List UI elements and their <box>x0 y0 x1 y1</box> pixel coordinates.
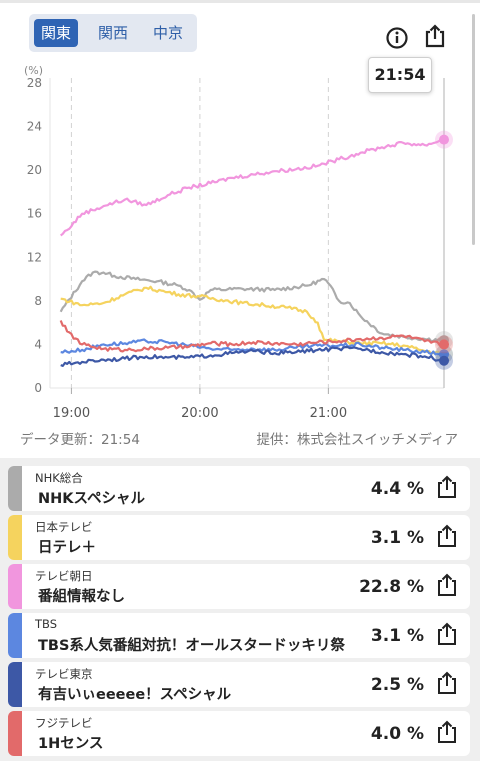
channel-name: フジテレビ <box>35 716 93 730</box>
ratings-chart: (%)28 24 20 16 12 8 4 0 19:00 20:00 21:00 <box>24 64 453 421</box>
rating-value: 3.1 % <box>370 528 424 548</box>
list-item[interactable]: テレビ朝日 番組情報なし 22.8 % <box>8 564 470 609</box>
y-tick-label: 12 <box>27 250 42 264</box>
program-title: 1Hセンス <box>38 736 104 752</box>
channel-name: NHK総合 <box>35 471 83 485</box>
share-icon[interactable] <box>434 474 460 500</box>
program-title: 日テレ＋ <box>38 540 96 556</box>
scrollbar[interactable] <box>472 14 475 245</box>
data-provider: 提供：株式会社スイッチメディア <box>256 432 458 448</box>
ratings-list: NHK総合 NHKスペシャル 4.4 % 日本テレビ 日テレ＋ 3.1 % テレ… <box>0 458 480 761</box>
channel-color-bar <box>8 662 22 707</box>
update-time: データ更新：21:54 <box>20 432 140 448</box>
program-title: TBS系人気番組対抗！オールスタードッキリ祭 <box>38 638 345 654</box>
y-tick-label: 8 <box>34 294 42 308</box>
series-line <box>59 320 445 353</box>
channel-name: テレビ東京 <box>35 667 93 681</box>
share-icon[interactable] <box>434 523 460 549</box>
program-title: NHKスペシャル <box>38 491 145 507</box>
x-tick-label: 21:00 <box>310 406 347 421</box>
rating-value: 2.5 % <box>370 675 424 695</box>
list-item[interactable]: TBS TBS系人気番組対抗！オールスタードッキリ祭 3.1 % <box>8 613 470 658</box>
y-tick-label: 28 <box>27 76 42 90</box>
channel-color-bar <box>8 515 22 560</box>
series-endpoint <box>439 339 449 350</box>
share-icon[interactable] <box>434 670 460 696</box>
channel-color-bar <box>8 711 22 756</box>
share-icon[interactable] <box>422 23 448 49</box>
list-item[interactable]: テレビ東京 有吉いぃeeeee！スペシャル 2.5 % <box>8 662 470 707</box>
program-title: 有吉いぃeeeee！スペシャル <box>38 687 232 703</box>
y-tick-label: 16 <box>27 207 42 221</box>
share-icon[interactable] <box>434 572 460 598</box>
series-endpoint <box>439 355 449 366</box>
rating-value: 4.0 % <box>370 724 424 744</box>
rating-value: 3.1 % <box>370 626 424 646</box>
rating-value: 4.4 % <box>370 479 424 499</box>
series-line <box>60 138 445 237</box>
channel-name: テレビ朝日 <box>35 569 93 583</box>
series-line <box>59 270 445 343</box>
list-item[interactable]: 日本テレビ 日テレ＋ 3.1 % <box>8 515 470 560</box>
y-tick-label: 24 <box>27 120 42 134</box>
y-tick-label: 20 <box>27 163 42 177</box>
tab-chukyo[interactable]: 中京 <box>152 24 183 42</box>
list-item[interactable]: フジテレビ 1Hセンス 4.0 % <box>8 711 470 756</box>
y-tick-label: 0 <box>34 381 42 395</box>
program-title: 番組情報なし <box>38 589 125 605</box>
channel-name: 日本テレビ <box>35 520 93 534</box>
x-tick-label: 19:00 <box>53 406 90 421</box>
share-icon[interactable] <box>434 719 460 745</box>
list-item[interactable]: NHK総合 NHKスペシャル 4.4 % <box>8 466 470 511</box>
x-tick-label: 20:00 <box>181 406 218 421</box>
tab-kansai[interactable]: 関西 <box>97 24 128 42</box>
channel-color-bar <box>8 564 22 609</box>
channel-color-bar <box>8 613 22 658</box>
channel-color-bar <box>8 466 22 511</box>
top-divider <box>0 0 480 3</box>
series-line <box>60 338 445 357</box>
time-tooltip: 21:54 <box>368 57 432 93</box>
series-endpoint <box>439 134 449 145</box>
rating-value: 22.8 % <box>359 577 424 597</box>
y-unit-label: (%) <box>24 64 43 77</box>
share-icon[interactable] <box>434 621 460 647</box>
info-icon[interactable] <box>384 25 410 51</box>
channel-name: TBS <box>35 617 58 631</box>
region-tabs: 関東 関西 中京 <box>29 14 197 52</box>
y-tick-label: 4 <box>34 337 42 351</box>
series-line <box>60 285 445 356</box>
tab-kanto[interactable]: 関東 <box>34 19 78 47</box>
series-line <box>60 345 445 367</box>
